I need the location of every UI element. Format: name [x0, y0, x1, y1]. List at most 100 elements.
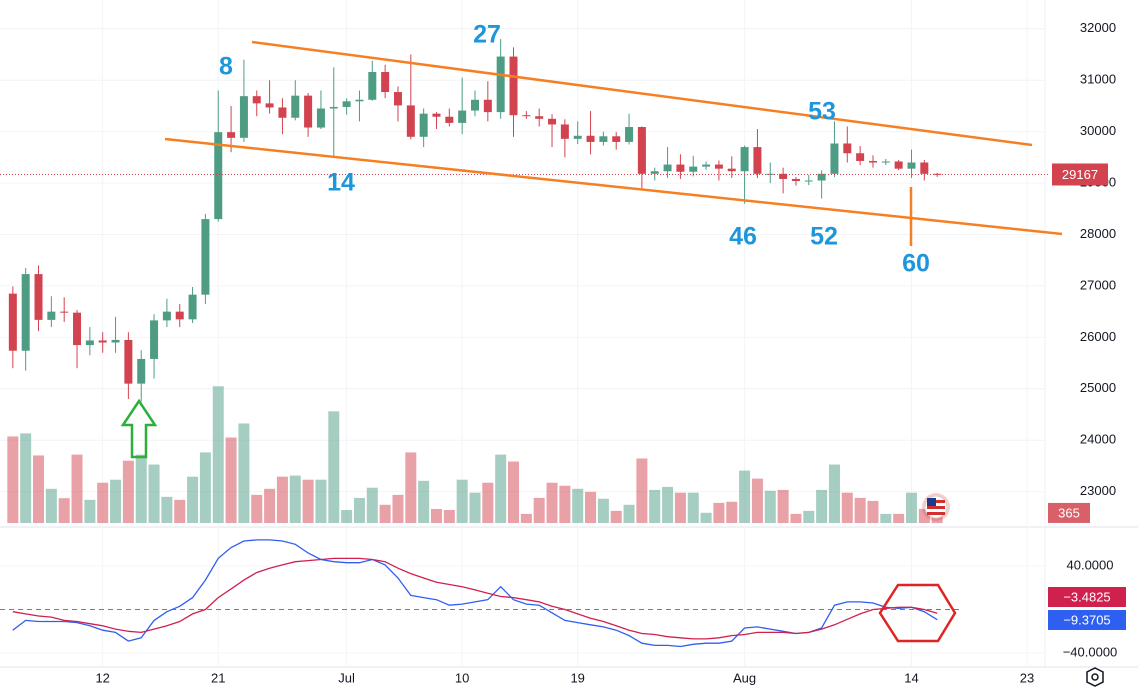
annotation: 53 [808, 98, 836, 126]
osc-value-label: −9.3705 [1063, 612, 1110, 627]
volume-bar [353, 497, 365, 523]
volume-bar [135, 454, 147, 523]
annotation: 60 [902, 250, 930, 278]
volume-bar [97, 482, 109, 523]
volume-bar [726, 501, 738, 523]
candle-body [239, 96, 248, 138]
candle-body [162, 311, 171, 321]
volume-bar [764, 490, 776, 523]
y-tick-label: 24000 [1080, 432, 1116, 447]
osc-tick-label: −40.0000 [1063, 644, 1118, 659]
volume-bar [687, 492, 699, 523]
candle-body [329, 106, 338, 109]
annotation: 27 [473, 21, 501, 49]
volume-bar [302, 479, 314, 523]
volume-bar [597, 498, 609, 523]
x-tick-label: 21 [211, 670, 225, 685]
annotation: 46 [729, 223, 757, 251]
candle-body [406, 105, 415, 137]
candle-body [535, 116, 544, 119]
y-tick-label: 31000 [1080, 72, 1116, 87]
volume-bar [264, 488, 276, 523]
volume-bar [187, 476, 199, 523]
y-tick-label: 26000 [1080, 329, 1116, 344]
volume-bar [276, 476, 288, 523]
candle-body [73, 312, 82, 346]
candle-body [791, 178, 800, 182]
candle-body [868, 160, 877, 163]
volume-bar [392, 494, 404, 523]
volume-bar [315, 479, 327, 523]
candle-body [496, 56, 505, 113]
volume-bar [508, 461, 520, 523]
candle-body [432, 113, 441, 117]
candle-body [175, 311, 184, 320]
labels: 3200031000300002900028000270002600025000… [95, 20, 1126, 685]
candle-body [817, 173, 826, 181]
volume-bar [623, 504, 635, 523]
candle-body [483, 99, 492, 113]
candle-body [522, 115, 531, 117]
y-tick-label: 28000 [1080, 226, 1116, 241]
volume-bar [803, 510, 815, 523]
volume-bar [841, 492, 853, 523]
volume-bar [700, 512, 712, 523]
volume-bar [790, 513, 802, 523]
candle-body [625, 127, 634, 142]
candle-body [150, 320, 159, 359]
candle-body [316, 108, 325, 128]
volume-bar [777, 489, 789, 523]
candle-body [227, 132, 236, 138]
candle-body [599, 136, 608, 142]
volume-bar [71, 454, 83, 523]
candle-body [278, 107, 287, 118]
volume-bar [110, 479, 122, 523]
candle-body [766, 173, 775, 175]
candle-body [21, 274, 30, 351]
volume-bar [867, 500, 879, 523]
candle-body [637, 127, 646, 174]
candle-body [60, 311, 69, 313]
candle-body [856, 153, 865, 161]
volume-bar [533, 497, 545, 523]
candle-body [548, 118, 557, 125]
volume-bar [828, 464, 840, 523]
channel-upper [251, 40, 1033, 147]
candle-body [843, 143, 852, 154]
x-tick-label: 14 [904, 670, 918, 685]
candle-body [689, 166, 698, 172]
candle-body [779, 173, 788, 179]
volume-bar [520, 513, 532, 523]
volume-bar [739, 470, 751, 523]
volume-bar [7, 436, 19, 523]
volume-bar [58, 498, 70, 523]
settings-icon[interactable] [1086, 667, 1104, 687]
candle-body [676, 164, 685, 172]
candle-body [560, 124, 569, 139]
volume-bar [893, 513, 905, 523]
volume-bar [918, 508, 930, 523]
volume-bar [816, 489, 828, 523]
candle-body [355, 99, 364, 102]
candle-body [894, 161, 903, 169]
candle-body [304, 95, 313, 128]
candle-body [47, 311, 56, 320]
volume-bar [495, 454, 507, 523]
volume-bar [572, 488, 584, 523]
volume-bar [443, 510, 455, 523]
volume-bar [20, 433, 32, 523]
candle-body [753, 147, 762, 174]
candle-body [98, 340, 107, 343]
osc-line [12, 539, 938, 648]
candle-body [445, 116, 454, 123]
volume-bar [405, 452, 417, 523]
candle-body [586, 135, 595, 142]
last-volume-tag [1048, 502, 1090, 523]
candle-body [663, 164, 672, 172]
volume-bar [674, 492, 686, 523]
volume-bar [636, 458, 648, 523]
annotation: 52 [810, 223, 838, 251]
candle-body [381, 71, 390, 93]
volume-bar [905, 492, 917, 523]
